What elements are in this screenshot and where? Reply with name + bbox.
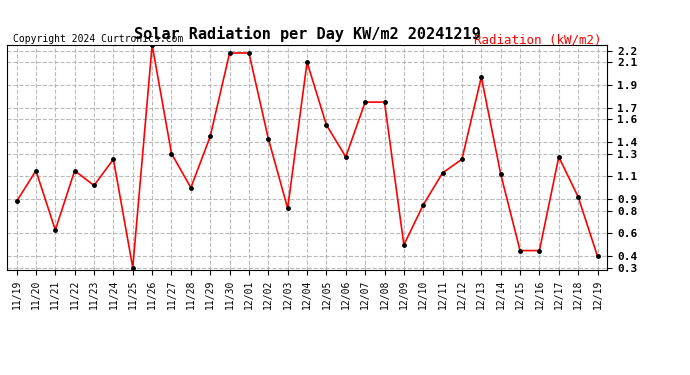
Title: Solar Radiation per Day KW/m2 20241219: Solar Radiation per Day KW/m2 20241219 [134, 27, 480, 42]
Text: Copyright 2024 Curtronics.com: Copyright 2024 Curtronics.com [13, 34, 184, 44]
Text: Radiation (kW/m2): Radiation (kW/m2) [474, 34, 601, 47]
